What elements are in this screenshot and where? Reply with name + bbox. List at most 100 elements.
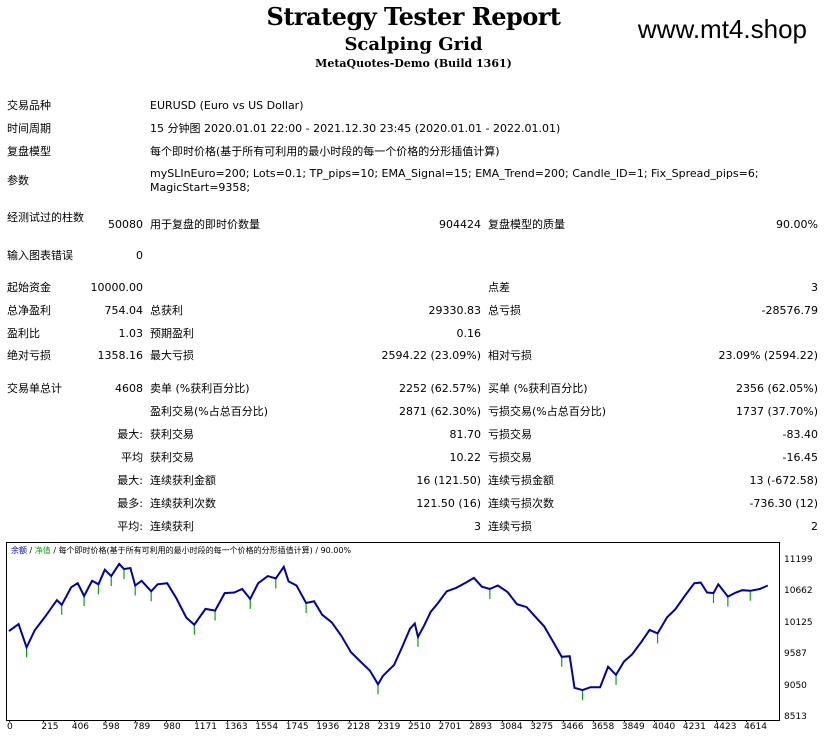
gross-profit-value: 29330.83 bbox=[428, 304, 482, 317]
x-tick-mark bbox=[623, 720, 625, 722]
x-tick-mark bbox=[104, 720, 106, 722]
chart-plot bbox=[8, 562, 769, 701]
long-trades-label: 买单 (%获利百分比) bbox=[488, 382, 588, 395]
cons-win-count-label: 连续获利次数 bbox=[150, 497, 216, 510]
gross-profit-label: 总获利 bbox=[150, 304, 183, 317]
y-tick-label: 9050 bbox=[784, 680, 807, 691]
symbol-label: 交易品种 bbox=[7, 99, 51, 112]
x-tick-mark bbox=[379, 720, 381, 722]
balance-line bbox=[8, 562, 769, 692]
average-win-label: 获利交易 bbox=[150, 451, 194, 464]
x-tick-label: 1171 bbox=[194, 722, 217, 732]
x-tick-mark bbox=[684, 720, 686, 722]
legend-balance: 余额 bbox=[11, 546, 27, 555]
x-tick-mark bbox=[409, 720, 411, 722]
short-trades-value: 2252 (62.57%) bbox=[398, 382, 481, 395]
model-label: 复盘模型 bbox=[7, 145, 51, 158]
largest-label: 最大: bbox=[117, 428, 143, 441]
balance-chart: 余额 / 净值 / 每个即时价格(基于所有可利用的最小时段的每一个价格的分形插值… bbox=[6, 542, 780, 721]
x-tick-label: 4423 bbox=[713, 722, 737, 732]
avg-consecutive-label: 平均: bbox=[117, 520, 143, 533]
x-tick-label: 406 bbox=[71, 722, 90, 732]
y-tick-label: 10662 bbox=[784, 586, 813, 597]
x-tick-label: 3658 bbox=[591, 722, 615, 732]
average-win-value: 10.22 bbox=[449, 451, 482, 464]
cons-win-amount-value: 16 (121.50) bbox=[416, 474, 481, 487]
x-tick-label: 2128 bbox=[346, 722, 370, 732]
x-tick-mark bbox=[73, 720, 75, 722]
x-tick-label: 4040 bbox=[652, 722, 676, 732]
x-tick-label: 215 bbox=[41, 722, 59, 732]
x-tick-mark bbox=[318, 720, 320, 722]
y-tick-label: 8513 bbox=[784, 712, 807, 722]
avg-cons-loss-label: 连续亏损 bbox=[488, 520, 532, 533]
abs-drawdown-label: 绝对亏损 bbox=[7, 349, 51, 362]
x-tick-mark bbox=[440, 720, 442, 722]
ticks-value: 904424 bbox=[439, 218, 481, 231]
profit-factor-label: 盈利比 bbox=[7, 327, 40, 340]
short-trades-label: 卖单 (%获利百分比) bbox=[150, 382, 250, 395]
params-label: 参数 bbox=[7, 174, 29, 187]
bars-label: 经测试过的柱数 bbox=[7, 211, 84, 224]
largest-win-value: 81.70 bbox=[449, 428, 482, 441]
y-tick-label: 11199 bbox=[784, 555, 813, 565]
net-profit-label: 总净盈利 bbox=[7, 304, 51, 317]
expert-name: Scalping Grid bbox=[344, 34, 483, 55]
cons-loss-count-value: -736.30 (12) bbox=[749, 497, 818, 510]
rel-drawdown-value: 23.09% (2594.22) bbox=[718, 349, 818, 362]
x-tick-label: 3466 bbox=[560, 722, 584, 732]
x-tick-mark bbox=[654, 720, 656, 722]
x-tick-label: 1363 bbox=[224, 722, 248, 732]
gross-loss-label: 总亏损 bbox=[488, 304, 521, 317]
x-tick-mark bbox=[226, 720, 228, 722]
x-tick-label: 789 bbox=[133, 722, 151, 732]
x-tick-mark bbox=[593, 720, 595, 722]
cons-win-amount-label: 连续获利金额 bbox=[150, 474, 216, 487]
period-label: 时间周期 bbox=[7, 122, 51, 135]
payoff-value: 0.16 bbox=[456, 327, 482, 340]
params-value: mySLInEuro=200; Lots=0.1; TP_pips=10; EM… bbox=[150, 167, 759, 194]
largest-loss-value: -83.40 bbox=[782, 428, 818, 441]
x-tick-mark bbox=[501, 720, 503, 722]
gross-loss-value: -28576.79 bbox=[761, 304, 818, 317]
maximum-label: 最大: bbox=[117, 474, 143, 487]
report-header: Strategy Tester Report Scalping Grid Met… bbox=[0, 0, 827, 80]
largest-loss-label: 亏损交易 bbox=[488, 428, 532, 441]
x-tick-label: 2510 bbox=[407, 722, 431, 732]
model-value: 每个即时价格(基于所有可利用的最小时段的每一个价格的分形插值计算) bbox=[150, 145, 500, 158]
watermark: www.mt4.shop bbox=[637, 14, 807, 44]
x-tick-mark bbox=[746, 720, 748, 722]
cons-loss-amount-label: 连续亏损金额 bbox=[488, 474, 554, 487]
net-profit-value: 754.04 bbox=[104, 304, 144, 317]
y-tick-label: 9587 bbox=[784, 649, 807, 660]
x-tick-mark bbox=[196, 720, 198, 722]
x-tick-mark bbox=[471, 720, 473, 722]
deposit-label: 起始资金 bbox=[7, 281, 51, 294]
report-title: Strategy Tester Report bbox=[266, 2, 561, 31]
profit-factor-value: 1.03 bbox=[118, 327, 144, 340]
spread-label: 点差 bbox=[488, 281, 510, 294]
x-tick-mark bbox=[165, 720, 167, 722]
x-tick-label: 2319 bbox=[377, 722, 401, 732]
x-tick-label: 3849 bbox=[621, 722, 645, 732]
x-tick-mark bbox=[43, 720, 45, 722]
profit-trades-label: 盈利交易(%占总百分比) bbox=[150, 405, 269, 418]
x-tick-label: 598 bbox=[102, 722, 120, 732]
max-drawdown-label: 最大亏损 bbox=[150, 349, 194, 362]
x-tick-mark bbox=[562, 720, 564, 722]
rel-drawdown-label: 相对亏损 bbox=[488, 349, 532, 362]
cons-win-count-value: 121.50 (16) bbox=[416, 497, 481, 510]
quality-value: 90.00% bbox=[776, 218, 818, 231]
ticks-label: 用于复盘的即时价数量 bbox=[150, 218, 260, 231]
loss-trades-label: 亏损交易(%占总百分比) bbox=[488, 405, 607, 418]
payoff-label: 预期盈利 bbox=[150, 327, 194, 340]
x-tick-mark bbox=[135, 720, 137, 722]
avg-cons-win-label: 连续获利 bbox=[150, 520, 194, 533]
x-tick-label: 980 bbox=[163, 722, 181, 732]
quality-label: 复盘模型的质量 bbox=[488, 218, 565, 231]
server-build: MetaQuotes-Demo (Build 1361) bbox=[315, 57, 512, 70]
maximal-label: 最多: bbox=[117, 497, 143, 510]
period-value: 15 分钟图 2020.01.01 22:00 - 2021.12.30 23:… bbox=[150, 122, 561, 135]
x-tick-mark bbox=[348, 720, 350, 722]
legend-model: / 每个即时价格(基于所有可利用的最小时段的每一个价格的分形插值计算) / 90… bbox=[50, 546, 352, 555]
